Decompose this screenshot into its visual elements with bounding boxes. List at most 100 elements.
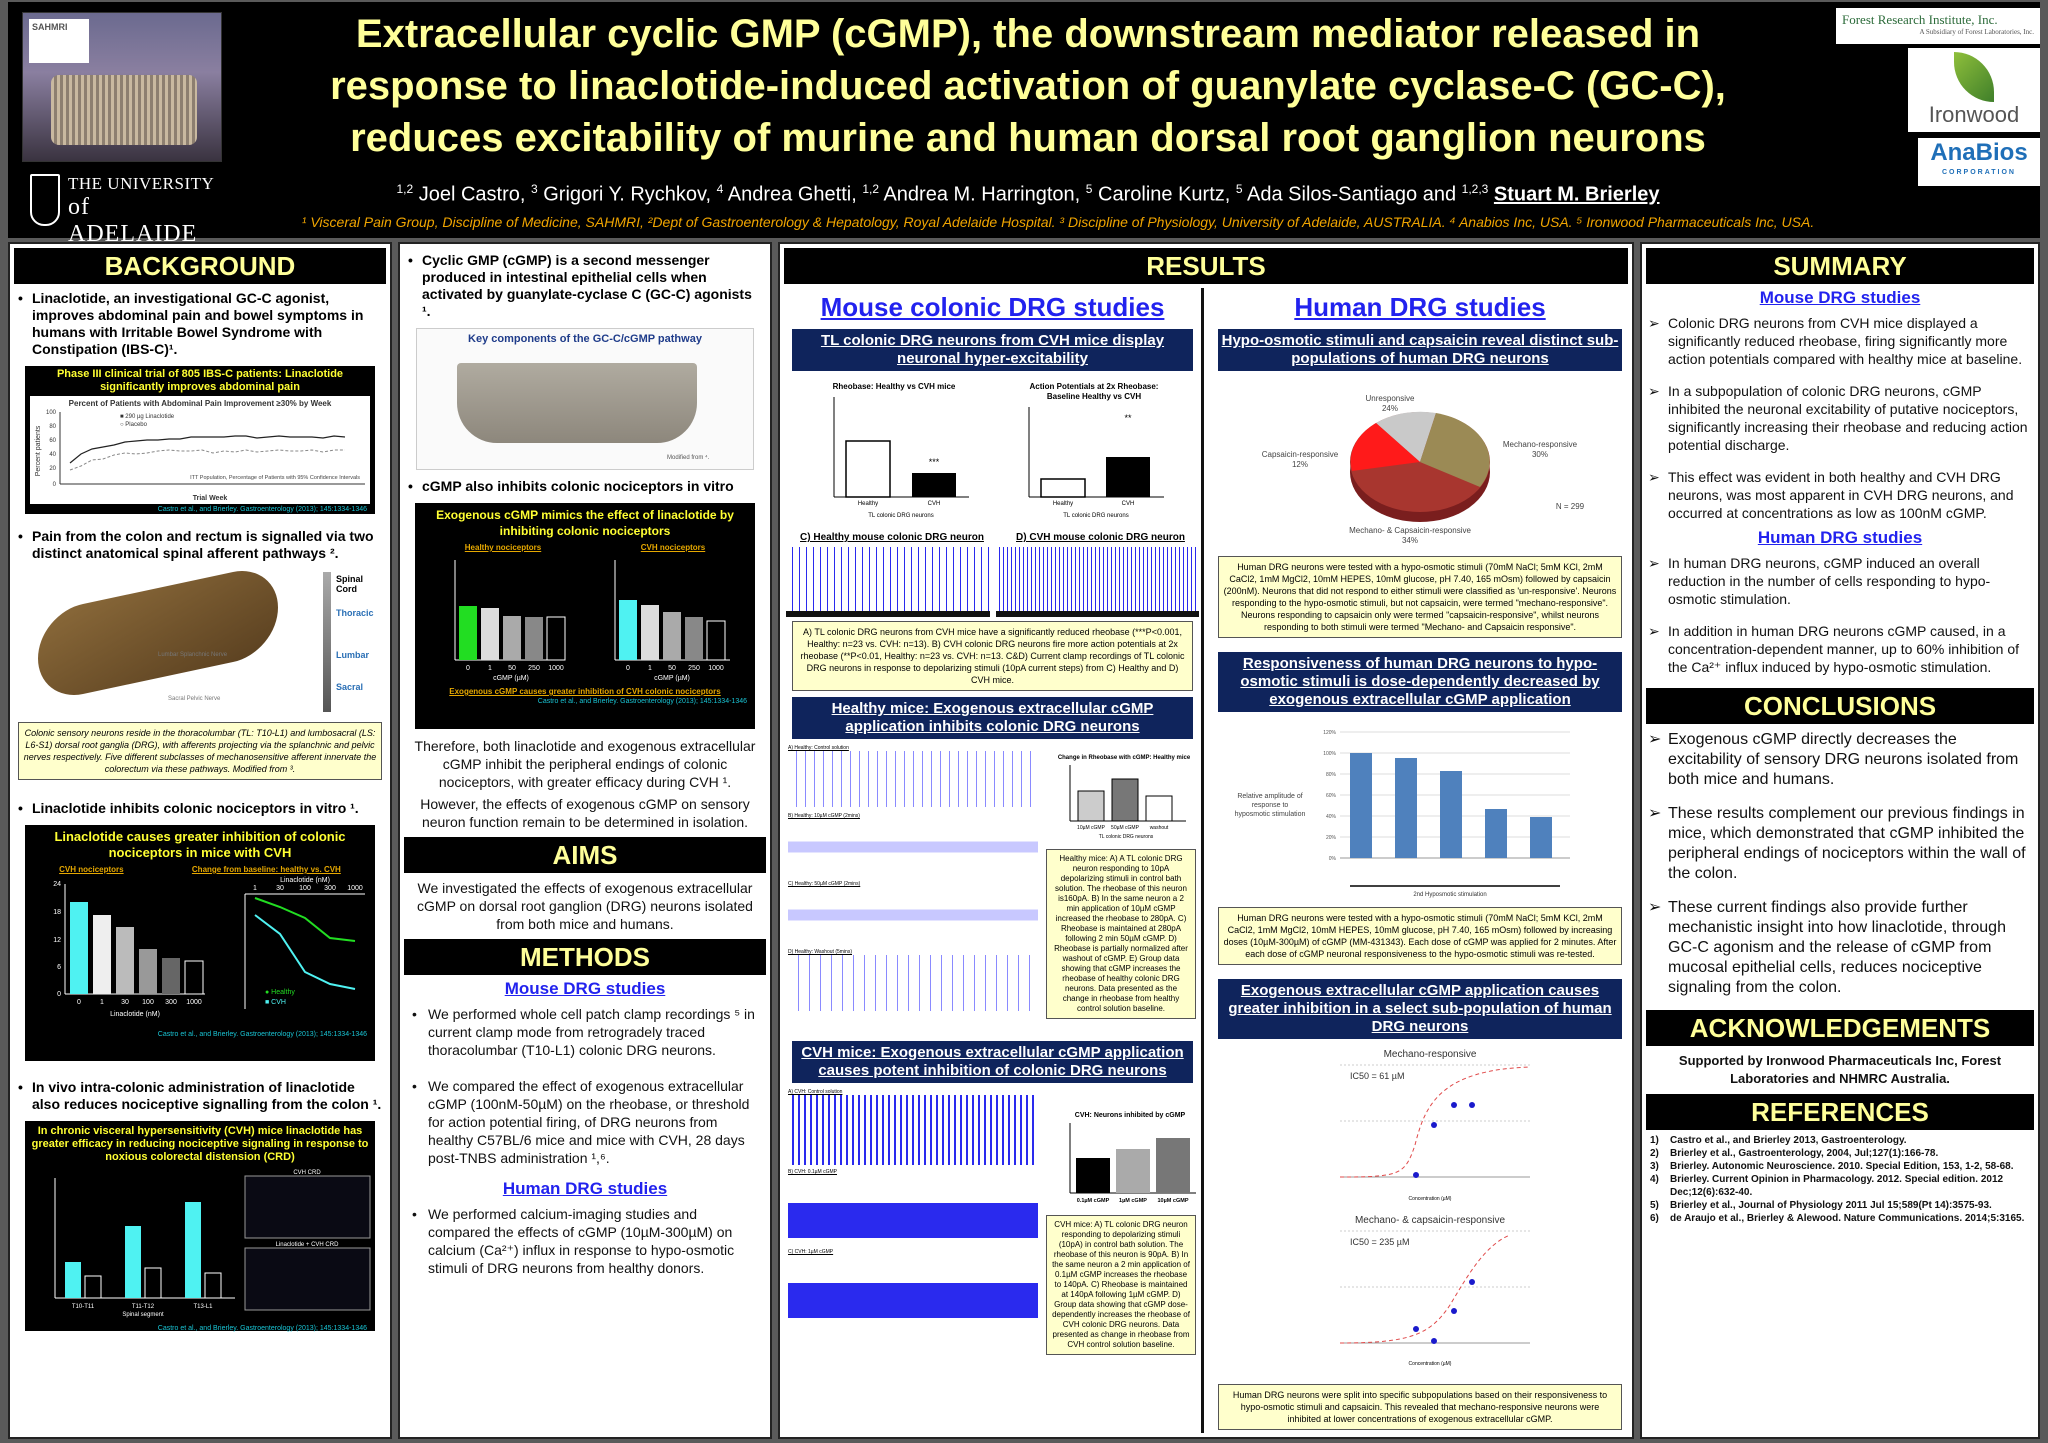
svg-text:IC50 = 61 µM: IC50 = 61 µM (1350, 1071, 1404, 1081)
cvh-crd-title: In chronic visceral hypersensitivity (CV… (31, 1125, 369, 1163)
anabios-logo-sub: CORPORATION (1942, 169, 2016, 176)
svg-text:0: 0 (466, 665, 470, 672)
results-column: RESULTS Mouse colonic DRG studies TL col… (778, 242, 1634, 1439)
mouse-bar-2: Healthy mice: Exogenous extracellular cG… (792, 697, 1193, 739)
svg-text:12%: 12% (1292, 460, 1308, 469)
summary-mouse-1: Colonic DRG neurons from CVH mice displa… (1642, 312, 2038, 370)
svg-text:1: 1 (648, 665, 652, 672)
svg-text:■ 290 µg Linaclotide: ■ 290 µg Linaclotide (120, 414, 175, 420)
svg-text:Linaclotide (nM): Linaclotide (nM) (110, 1011, 160, 1018)
healthy-trace-image (786, 547, 990, 617)
author-sup: 5 (1085, 182, 1093, 196)
svg-text:80: 80 (49, 424, 56, 430)
healthy-nociceptors-subtitle: Healthy nociceptors (464, 543, 542, 552)
cvh-trace-a (788, 1095, 1038, 1165)
cvh-trace-title: D) CVH mouse colonic DRG neuron (1016, 532, 1185, 543)
acknowledgements-text: Supported by Ironwood Pharmaceuticals In… (1678, 1053, 2002, 1086)
svg-text:Change in Rheobase with cGMP:: Change in Rheobase with cGMP: Healthy mi… (1058, 755, 1191, 761)
svg-text:30%: 30% (1532, 450, 1548, 459)
cvh-trace-b (788, 1175, 1038, 1245)
healthy-trace-stack: A) Healthy: Control solution B) Healthy:… (788, 745, 1038, 1011)
acknowledgements-heading: ACKNOWLEDGEMENTS (1646, 1010, 2034, 1046)
human-caption-1: Human DRG neurons were tested with a hyp… (1218, 556, 1622, 638)
cvh-crd-figure: In chronic visceral hypersensitivity (CV… (25, 1121, 375, 1332)
svg-text:20: 20 (49, 466, 56, 472)
background-point-3: Linaclotide inhibits colonic nociceptors… (10, 798, 390, 819)
author-sup: 5 (1235, 182, 1243, 196)
cvh-trace-c (788, 1255, 1038, 1325)
healthy-trace-b-label: B) Healthy: 10µM cGMP (2mins) (788, 813, 860, 819)
exogenous-cgmp-figure: Exogenous cGMP mimics the effect of lina… (415, 503, 755, 729)
svg-text:Unresponsive: Unresponsive (1366, 394, 1415, 403)
methods-human-heading: Human DRG studies (502, 1179, 668, 1198)
svg-text:● Healthy: ● Healthy (265, 989, 295, 996)
svg-text:0%: 0% (1329, 856, 1337, 862)
svg-text:100: 100 (299, 885, 311, 892)
cvh-trace-a-label: A) CVH: Control solution (788, 1089, 843, 1095)
phase3-citation: Castro et al., and Brierley. Gastroenter… (157, 506, 367, 513)
svg-text:cGMP (µM): cGMP (µM) (654, 675, 690, 682)
svg-text:○ Placebo: ○ Placebo (120, 422, 148, 428)
healthy-trace-a-label: A) Healthy: Control solution (788, 745, 849, 751)
svg-text:1: 1 (100, 999, 104, 1006)
background-point-1: Linaclotide, an investigational GC-C ago… (10, 288, 390, 360)
svg-text:2nd Hyposmotic stimulation: 2nd Hyposmotic stimulation (1413, 892, 1486, 898)
human-caption-3: Human DRG neurons were split into specif… (1218, 1384, 1622, 1430)
svg-text:Baseline Healthy vs CVH: Baseline Healthy vs CVH (1047, 392, 1141, 401)
human-bar-2: Responsiveness of human DRG neurons to h… (1218, 652, 1622, 712)
background-point-4: In vivo intra-colonic administration of … (10, 1077, 390, 1115)
svg-text:Mechano-responsive: Mechano-responsive (1503, 440, 1578, 449)
svg-text:250: 250 (528, 665, 540, 672)
phase3-figure-title: Phase III clinical trial of 805 IBS-C pa… (56, 368, 344, 393)
exogenous-cgmp-title: Exogenous cGMP mimics the effect of lina… (436, 508, 734, 538)
summary-heading: SUMMARY (1646, 248, 2034, 284)
cgmp-inhibits-point: cGMP also inhibits colonic nociceptors i… (400, 476, 770, 497)
reference-1: 1) Castro et al., and Brierley 2013, Gast… (1650, 1135, 1907, 1146)
svg-text:CVH: Neurons inhibited by cGMP: CVH: Neurons inhibited by cGMP (1075, 1112, 1186, 1119)
svg-text:CVH: CVH (928, 501, 941, 507)
exogenous-cgmp-charts: 0 1 50 250 1000 cGMP (µM) 0 1 50 250 1000 cGMP (µM… (454, 560, 730, 682)
author-list: 1,2 Joel Castro, 3 Grigori Y. Rychkov, 4… (248, 182, 1808, 207)
poster-header: SAHMRI THE UNIVERSITY of ADELAIDE Extrac… (8, 2, 2040, 247)
svg-text:IC50 = 235 µM: IC50 = 235 µM (1350, 1237, 1409, 1247)
svg-text:Relative amplitude of: Relative amplitude of (1237, 793, 1302, 800)
svg-text:Concentration (µM): Concentration (µM) (1409, 1361, 1452, 1367)
svg-text:50µM cGMP: 50µM cGMP (1111, 825, 1140, 831)
svg-text:40: 40 (49, 452, 56, 458)
author: Andrea Ghetti, (727, 183, 857, 206)
svg-text:Action Potentials at 2x Rheoba: Action Potentials at 2x Rheobase: (1030, 382, 1159, 391)
colon-anatomy-diagram: Spinal Cord Thoracic Lumbar Sacral Lumba… (18, 562, 382, 718)
sahmri-tag: SAHMRI (29, 19, 89, 63)
mouse-results: Mouse colonic DRG studies TL colonic DRG… (784, 288, 1204, 1433)
svg-text:20%: 20% (1326, 835, 1337, 841)
reference-5: 5) Brierley et al., Journal of Physiology… (1650, 1200, 1992, 1211)
summary-column: SUMMARY Mouse DRG studies Colonic DRG ne… (1640, 242, 2040, 1439)
title-line-2: response to linaclotide-induced activati… (330, 64, 1726, 108)
exogenous-cgmp-citation: Castro et al., and Brierley. Gastroenter… (537, 698, 747, 705)
svg-text:CVH CRD: CVH CRD (293, 1170, 321, 1176)
author: Joel Castro, (418, 183, 526, 206)
author-sup: 1,2,3 (1461, 182, 1489, 196)
methods-point-3: We performed calcium-imaging studies and… (400, 1203, 770, 1279)
perk-bar-chart: T10-T11 T11-T12 T13-L1 Spinal segment CVH C… (54, 1170, 371, 1318)
svg-text:Capsaicin-responsive: Capsaicin-responsive (1262, 450, 1339, 459)
spinal-cord-label: Spinal Cord (336, 574, 364, 594)
mouse-caption-1: A) TL colonic DRG neurons from CVH mice … (792, 621, 1193, 691)
summary-human-1: In human DRG neurons, cGMP induced an ov… (1642, 552, 2038, 610)
methods-point-1: We performed whole cell patch clamp reco… (400, 1003, 770, 1061)
svg-text:■ CVH: ■ CVH (265, 999, 286, 1006)
conclusion-1: Exogenous cGMP directly decreases the ex… (1642, 728, 2038, 792)
anabios-logo-text: AnaBios (1930, 139, 2028, 166)
svg-text:1000: 1000 (347, 885, 363, 892)
svg-text:T10-T11: T10-T11 (72, 1304, 95, 1310)
mouse-bar-3: CVH mice: Exogenous extracellular cGMP a… (792, 1041, 1193, 1083)
reference-4: 4) Brierley. Current Opinion in Pharmacol… (1650, 1174, 2004, 1198)
conclusion-3: These current findings also provide furt… (1642, 896, 2038, 1000)
svg-text:60%: 60% (1326, 793, 1337, 799)
svg-text:24: 24 (53, 881, 61, 888)
svg-text:1: 1 (488, 665, 492, 672)
sacral-label: Sacral (336, 682, 364, 692)
summary-mouse-heading: Mouse DRG studies (1759, 288, 1921, 307)
